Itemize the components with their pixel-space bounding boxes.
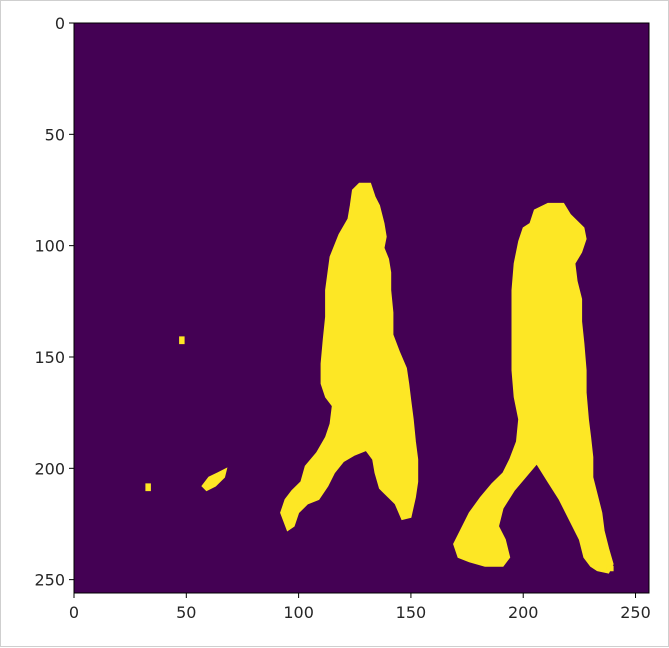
y-tick-label: 200	[34, 459, 65, 478]
y-tick-label: 0	[55, 14, 65, 33]
x-tick-label: 0	[69, 603, 79, 622]
y-axis: 0 50 100 150 200 250	[34, 14, 74, 590]
region-left-figure	[280, 182, 419, 532]
x-tick-label: 250	[620, 603, 651, 622]
foreground-regions	[145, 182, 614, 574]
region-blob-small	[201, 467, 228, 492]
y-tick-label: 50	[45, 125, 65, 144]
x-tick-label: 50	[176, 603, 196, 622]
x-axis: 0 50 100 150 200 250	[69, 593, 651, 622]
x-tick-label: 100	[283, 603, 314, 622]
x-tick-label: 200	[508, 603, 539, 622]
y-tick-label: 250	[34, 571, 65, 590]
y-tick-label: 100	[34, 237, 65, 256]
x-tick-label: 150	[396, 603, 427, 622]
plot-border	[73, 22, 650, 594]
y-tick-label: 150	[34, 348, 65, 367]
region-speck-c	[605, 565, 614, 572]
region-speck-b	[145, 483, 151, 492]
region-right-figure	[453, 202, 614, 574]
region-speck-a	[179, 336, 185, 345]
